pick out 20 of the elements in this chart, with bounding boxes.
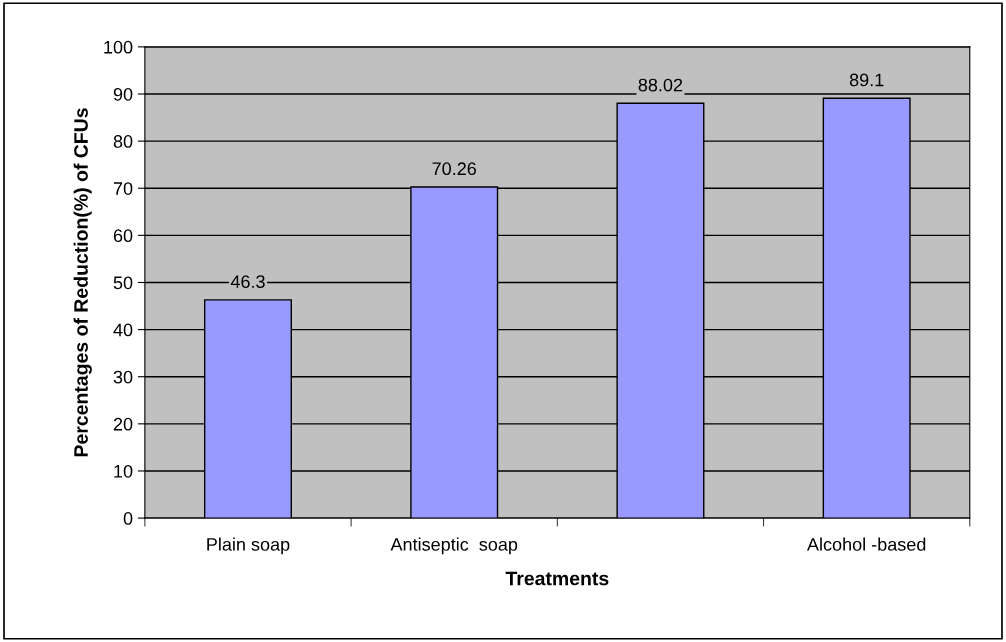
y-tick-label: 70 [113, 182, 133, 195]
y-tick-label: 80 [113, 135, 133, 148]
y-tick-label: 10 [114, 464, 133, 478]
y-tick-label: 0 [123, 512, 133, 525]
data-label: 89.1 [849, 73, 884, 87]
y-axis-title: Percentages of Reduction(%) of CFUs [73, 108, 92, 457]
y-tick-label: 90 [113, 87, 133, 101]
x-tick-label: Antiseptic soap [390, 537, 518, 555]
data-label: 70.26 [432, 162, 477, 176]
y-tick-label: 40 [113, 323, 133, 337]
y-tick-label: 50 [113, 276, 133, 290]
y-tick-label: 100 [104, 40, 133, 54]
data-label: 46.3 [230, 275, 265, 289]
x-tick-label: Plain soap [207, 537, 290, 555]
y-tick-label: 60 [113, 229, 133, 243]
data-label: 88.02 [638, 78, 683, 92]
x-tick-label: Alcohol -based [806, 537, 926, 551]
y-tick-label: 20 [113, 417, 133, 431]
y-tick-label: 30 [113, 370, 133, 384]
x-axis-title: Treatments [505, 571, 609, 586]
